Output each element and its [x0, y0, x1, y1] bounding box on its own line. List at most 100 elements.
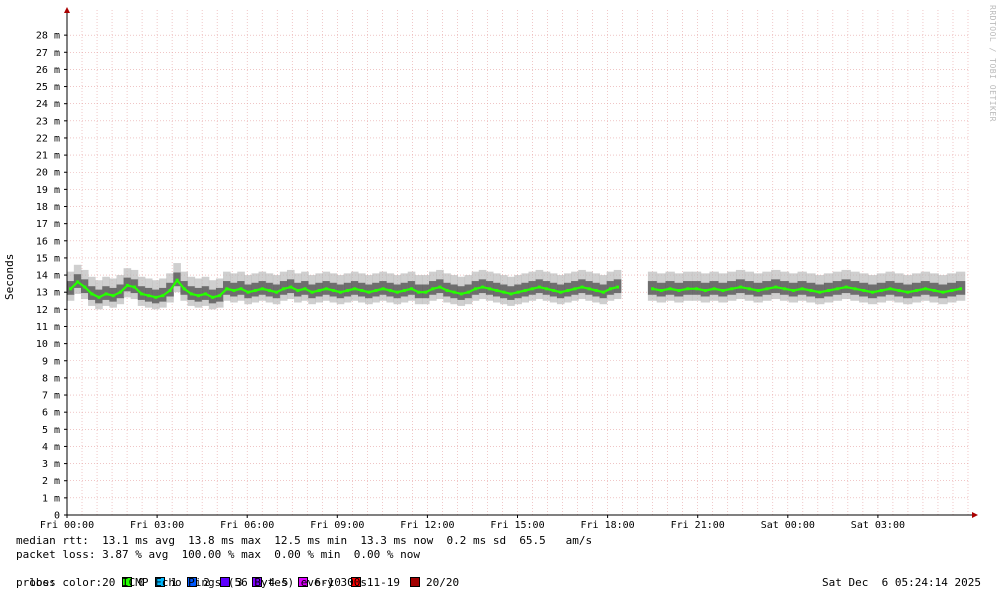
median-point — [695, 287, 699, 291]
y-tick-label: 8 m — [42, 373, 60, 384]
median-point — [862, 288, 866, 292]
loss-color-swatch — [350, 577, 361, 587]
median-point — [69, 287, 73, 291]
loss-color-swatch — [298, 577, 309, 587]
median-point — [879, 288, 883, 292]
median-point — [104, 292, 108, 296]
y-axis-label: Seconds — [3, 253, 16, 300]
y-tick-label: 5 m — [42, 425, 60, 436]
median-point — [950, 288, 954, 292]
y-tick-label: 0 — [54, 511, 60, 522]
median-point — [466, 290, 470, 294]
median-point — [721, 288, 725, 292]
median-point — [367, 290, 371, 294]
loss-color-item: 11-19 — [350, 576, 400, 589]
median-point — [739, 285, 743, 289]
median-point — [730, 287, 734, 291]
axes — [64, 7, 978, 518]
median-point — [481, 285, 485, 289]
median-point — [83, 285, 87, 289]
median-point — [783, 287, 787, 291]
median-point — [747, 287, 751, 291]
median-point — [545, 287, 549, 291]
median-series — [69, 278, 963, 299]
median-point — [897, 288, 901, 292]
x-tick-label: Sat 00:00 — [761, 520, 815, 531]
median-point — [360, 288, 364, 292]
y-tick-label: 13 m — [36, 288, 60, 299]
loss-color-label-item: 3 — [235, 576, 243, 589]
median-point — [182, 287, 186, 291]
x-tick-label: Fri 03:00 — [130, 520, 184, 531]
median-point — [239, 287, 243, 291]
y-tick-label: 10 m — [36, 339, 60, 350]
median-point — [509, 292, 513, 296]
loss-color-item: 6-10 — [298, 576, 341, 589]
y-tick-label: 16 m — [36, 236, 60, 247]
median-point — [225, 287, 229, 291]
y-tick-label: 28 m — [36, 31, 60, 42]
x-tick-label: Fri 12:00 — [400, 520, 454, 531]
median-point — [132, 285, 136, 289]
median-point — [395, 290, 399, 294]
loss-color-swatch — [121, 577, 132, 587]
median-point — [601, 290, 605, 294]
median-point — [774, 285, 778, 289]
median-point — [417, 290, 421, 294]
y-tick-label: 1 m — [42, 493, 60, 504]
median-point — [253, 288, 257, 292]
legend-loss-color: loss color: 0 1 2 3 4-5 6-10 11-19 20/20 — [16, 562, 469, 590]
loss-color-label-item: 11-19 — [366, 576, 400, 589]
median-point — [282, 287, 286, 291]
median-point — [161, 294, 165, 298]
median-point — [809, 288, 813, 292]
y-tick-label: 27 m — [36, 48, 60, 59]
loss-color-label-item: 20/20 — [425, 576, 460, 589]
median-point — [232, 288, 236, 292]
median-point — [573, 287, 577, 291]
median-point — [552, 288, 556, 292]
median-point — [289, 285, 293, 289]
median-point — [260, 287, 264, 291]
median-point — [791, 288, 795, 292]
median-point — [608, 287, 612, 291]
median-point — [616, 285, 620, 289]
y-tick-label: 6 m — [42, 408, 60, 419]
grid — [66, 10, 969, 515]
median-point — [915, 288, 919, 292]
median-point — [495, 288, 499, 292]
loss-color-swatch — [154, 577, 165, 587]
loss-color-item: 3 — [219, 576, 243, 589]
x-tick-label: Fri 00:00 — [40, 520, 94, 531]
loss-color-label-item: 2 — [203, 576, 210, 589]
median-point — [111, 294, 115, 298]
median-point — [566, 288, 570, 292]
median-point — [686, 287, 690, 291]
y-tick-label: 25 m — [36, 82, 60, 93]
median-point — [932, 288, 936, 292]
median-point — [97, 295, 101, 299]
median-point — [331, 288, 335, 292]
median-point — [580, 285, 584, 289]
median-point — [339, 290, 343, 294]
median-point — [594, 288, 598, 292]
median-point — [502, 290, 506, 294]
median-point — [677, 288, 681, 292]
median-point — [381, 287, 385, 291]
loss-color-label-item: 6-10 — [314, 576, 341, 589]
median-point — [941, 290, 945, 294]
median-point — [154, 295, 158, 299]
median-point — [168, 288, 172, 292]
x-tick-labels: Fri 00:00 Fri 03:00 Fri 06:00 Fri 09:00 Fri … — [40, 515, 905, 531]
median-point — [324, 287, 328, 291]
median-point — [888, 287, 892, 291]
median-point — [424, 290, 428, 294]
y-tick-label: 21 m — [36, 151, 60, 162]
y-tick-label: 4 m — [42, 442, 60, 453]
x-tick-label: Fri 18:00 — [581, 520, 635, 531]
smoke-band — [66, 263, 966, 310]
median-point — [317, 288, 321, 292]
median-point — [765, 287, 769, 291]
legend-packet-loss: packet loss: 3.87 % avg 100.00 % max 0.0… — [16, 548, 420, 561]
y-tick-label: 23 m — [36, 116, 60, 127]
